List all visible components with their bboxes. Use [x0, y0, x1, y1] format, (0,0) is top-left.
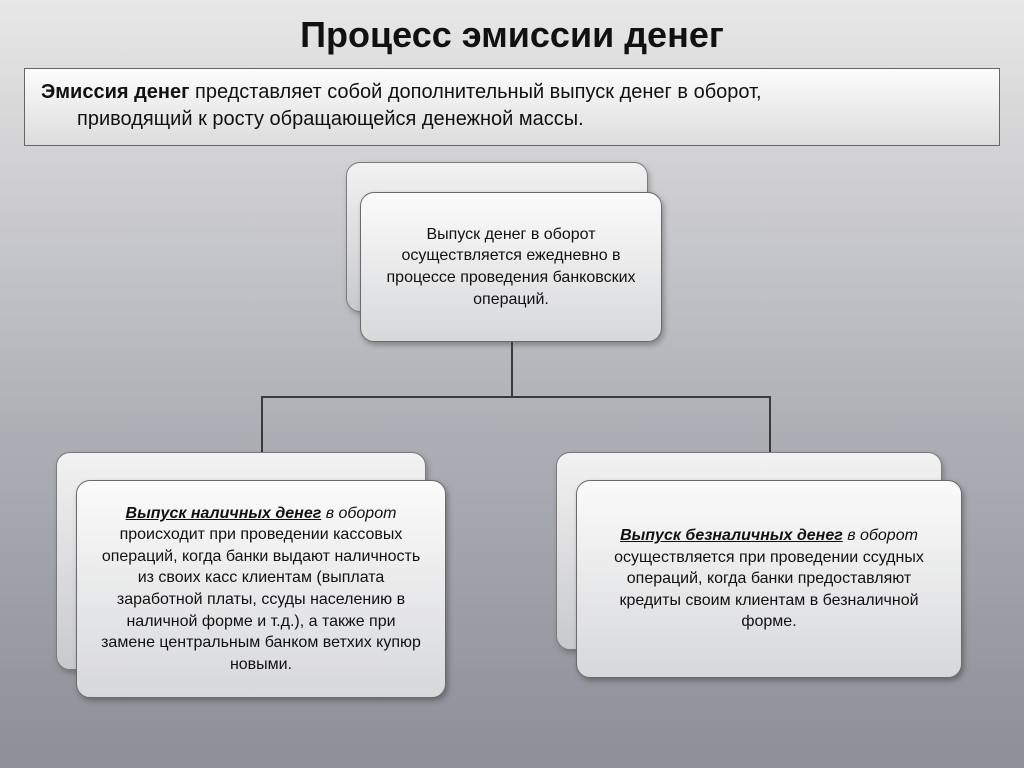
node-right: Выпуск безналичных денег в оборот осущес…	[576, 480, 962, 678]
node-top-text: Выпуск денег в оборот осуществляется еже…	[383, 224, 639, 310]
page-title: Процесс эмиссии денег	[0, 0, 1024, 56]
node-top: Выпуск денег в оборот осуществляется еже…	[360, 192, 662, 342]
connector-right-drop	[769, 396, 771, 456]
definition-line-2: приводящий к росту обращающейся денежной…	[41, 106, 983, 133]
definition-term: Эмиссия денег	[41, 81, 189, 103]
definition-box: Эмиссия денег представляет собой дополни…	[24, 68, 1000, 146]
connector-stem	[511, 342, 513, 396]
node-right-text: Выпуск безналичных денег в оборот осущес…	[599, 525, 939, 633]
node-left-lead: Выпуск наличных денег	[126, 505, 322, 522]
node-right-rest: осуществляется при проведении ссудных оп…	[614, 549, 924, 631]
diagram-area: Выпуск денег в оборот осуществляется еже…	[0, 162, 1024, 722]
connector-left-drop	[261, 396, 263, 456]
connector-hbar	[261, 396, 769, 398]
node-right-lead: Выпуск безналичных денег	[620, 527, 843, 544]
node-left-rest: происходит при проведении кассовых опера…	[101, 526, 421, 673]
node-right-em: в оборот	[843, 527, 918, 544]
node-left-em: в оборот	[321, 505, 396, 522]
node-left: Выпуск наличных денег в оборот происходи…	[76, 480, 446, 698]
definition-rest-1: представляет собой дополнительный выпуск…	[189, 81, 761, 103]
node-left-text: Выпуск наличных денег в оборот происходи…	[99, 503, 423, 676]
